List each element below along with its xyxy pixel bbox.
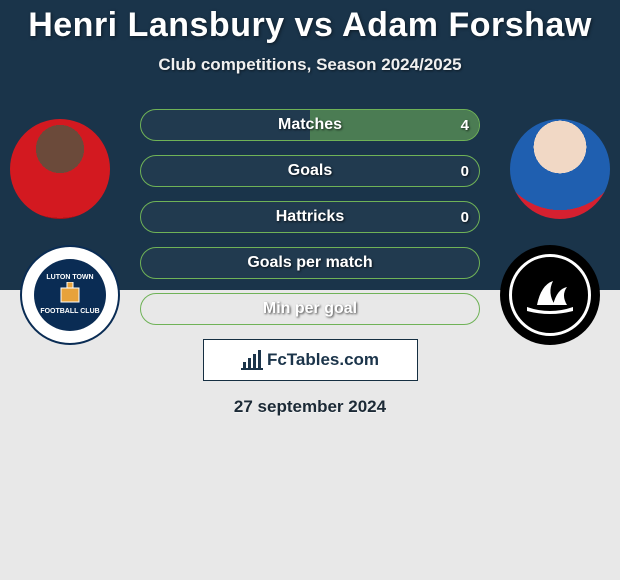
comparison-card: Henri Lansbury vs Adam Forshaw Club comp… [0,0,620,580]
brand-box: FcTables.com [203,339,418,381]
date-text: 27 september 2024 [0,397,620,417]
luton-badge-inner: LUTON TOWN FOOTBALL CLUB [34,259,106,331]
ship-icon [523,275,577,315]
page-title: Henri Lansbury vs Adam Forshaw [0,0,620,45]
stat-label: Goals [141,162,479,180]
stat-label: Goals per match [141,254,479,272]
stat-row: Matches4 [140,109,480,141]
content-area: LUTON TOWN FOOTBALL CLUB Matches4Goals0H… [0,109,620,417]
stat-value-right: 4 [461,117,469,134]
stat-label: Matches [141,116,479,134]
stat-rows: Matches4Goals0Hattricks0Goals per matchM… [140,109,480,325]
stat-row: Hattricks0 [140,201,480,233]
player-photo-right [510,119,610,219]
stat-row: Goals0 [140,155,480,187]
stat-label: Min per goal [141,300,479,318]
club-badge-right [500,245,600,345]
stat-value-right: 0 [461,209,469,226]
bar-chart-icon [241,350,263,370]
player-photo-left [10,119,110,219]
stat-row: Goals per match [140,247,480,279]
subtitle: Club competitions, Season 2024/2025 [0,55,620,75]
plymouth-badge-inner [509,254,591,336]
stat-value-right: 0 [461,163,469,180]
stat-label: Hattricks [141,208,479,226]
brand-text: FcTables.com [267,350,379,370]
stat-row: Min per goal [140,293,480,325]
luton-crest-icon [55,282,85,308]
club-badge-left: LUTON TOWN FOOTBALL CLUB [20,245,120,345]
